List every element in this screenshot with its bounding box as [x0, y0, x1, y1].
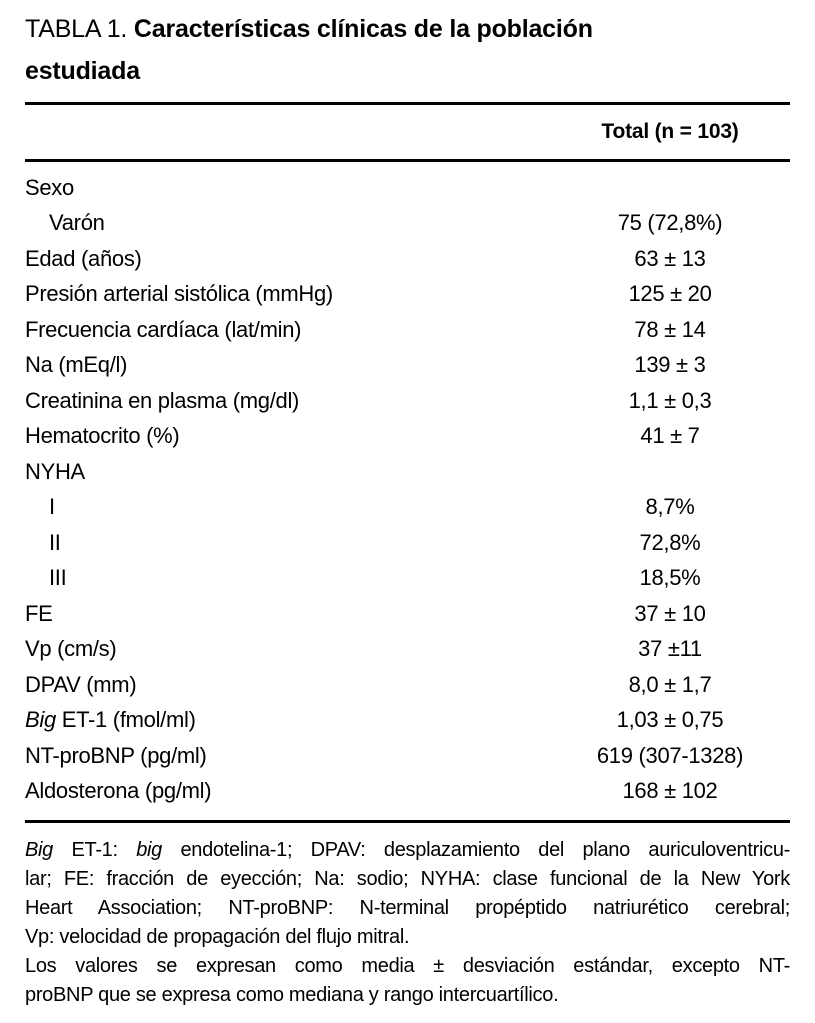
footnote-line: lar; FE: fracción de eyección; Na: sodio…	[25, 865, 790, 894]
row-value: 1,03 ± 0,75	[616, 707, 724, 733]
table-row: FE 37 ± 10	[25, 596, 790, 632]
table-header-row: Total (n = 103)	[25, 102, 790, 162]
table-row: Aldosterona (pg/ml) 168 ± 102	[25, 774, 790, 810]
row-label: Vp (cm/s)	[25, 636, 550, 662]
table-row: Sexo	[25, 170, 790, 206]
row-label: DPAV (mm)	[25, 672, 550, 698]
table-row: I 8,7%	[25, 490, 790, 526]
text-segment: Na (mEq/l)	[25, 352, 128, 378]
footnote-line: Big ET-1: big endotelina-1; DPAV: despla…	[25, 836, 790, 865]
table-row: Big ET-1 (fmol/ml) 1,03 ± 0,75	[25, 703, 790, 739]
table-row: Creatinina en plasma (mg/dl) 1,1 ± 0,3	[25, 383, 790, 419]
text-segment: II	[49, 529, 61, 555]
italic-text-segment: big	[136, 839, 163, 861]
row-label: II	[25, 530, 550, 556]
table-number: TABLA 1.	[25, 15, 134, 43]
row-label: Na (mEq/l)	[25, 352, 550, 378]
text-segment: Edad (años)	[25, 245, 142, 271]
table-row: Frecuencia cardíaca (lat/min) 78 ± 14	[25, 312, 790, 348]
table-row: DPAV (mm) 8,0 ± 1,7	[25, 667, 790, 703]
table-row: Varón 75 (72,8%)	[25, 206, 790, 242]
row-value: 619 (307-1328)	[596, 742, 744, 768]
text-segment: Los valores se expresan como media ± des…	[25, 955, 790, 977]
table-row: Hematocrito (%) 41 ± 7	[25, 419, 790, 455]
row-value: 8,7%	[645, 494, 695, 520]
table-row: II 72,8%	[25, 525, 790, 561]
row-label: I	[25, 494, 550, 520]
footnote-line: proBNP que se expresa como mediana y ran…	[25, 981, 790, 1010]
row-value: 139 ± 3	[634, 352, 706, 378]
row-value: 78 ± 14	[634, 316, 706, 342]
table-row: Na (mEq/l) 139 ± 3	[25, 348, 790, 384]
row-label: Sexo	[25, 175, 550, 201]
text-segment: Varón	[49, 210, 105, 236]
italic-text-segment: Big	[25, 707, 56, 733]
footnote-line: Los valores se expresan como media ± des…	[25, 952, 790, 981]
row-value: 8,0 ± 1,7	[628, 671, 712, 697]
row-value: 63 ± 13	[634, 245, 706, 271]
text-segment: proBNP que se expresa como mediana y ran…	[25, 984, 559, 1006]
table-row: NT-proBNP (pg/ml) 619 (307-1328)	[25, 738, 790, 774]
table-row: III 18,5%	[25, 561, 790, 597]
footnote-line: Heart Association; NT-proBNP: N-terminal…	[25, 894, 790, 923]
row-value: 37 ±11	[638, 636, 702, 662]
header-total-column: Total (n = 103)	[601, 120, 739, 143]
table-row: Vp (cm/s) 37 ±11	[25, 632, 790, 668]
table-body: Sexo Varón 75 (72,8%) Edad (años) 63 ± 13 Pre…	[25, 162, 790, 823]
row-value: 75 (72,8%)	[617, 210, 723, 236]
row-label: Hematocrito (%)	[25, 423, 550, 449]
table-title-line2: estudiada	[25, 57, 140, 85]
table-title-line1: Características clínicas de la población	[133, 15, 593, 43]
text-segment: ET-1:	[53, 839, 137, 861]
row-label: Frecuencia cardíaca (lat/min)	[25, 317, 550, 343]
row-label: Presión arterial sistólica (mmHg)	[25, 281, 550, 307]
italic-text-segment: Big	[25, 839, 54, 861]
row-value: 125 ± 20	[628, 281, 712, 307]
row-value: 18,5%	[639, 565, 701, 591]
text-segment: Sexo	[25, 174, 74, 200]
row-label: NYHA	[25, 459, 550, 485]
row-label: III	[25, 565, 550, 591]
text-segment: Heart Association; NT-proBNP: N-terminal…	[25, 897, 790, 919]
table-row: Presión arterial sistólica (mmHg) 125 ± 2…	[25, 277, 790, 313]
row-label: Big ET-1 (fmol/ml)	[25, 707, 550, 733]
text-segment: ET-1 (fmol/ml)	[55, 707, 196, 733]
text-segment: III	[49, 565, 67, 591]
row-label: Aldosterona (pg/ml)	[25, 778, 550, 804]
row-label: Creatinina en plasma (mg/dl)	[25, 388, 550, 414]
text-segment: Creatinina en plasma (mg/dl)	[25, 387, 300, 413]
text-segment: NT-proBNP (pg/ml)	[25, 742, 207, 768]
table-title: TABLA 1. Características clínicas de la …	[25, 8, 790, 92]
text-segment: FE	[25, 600, 53, 626]
text-segment: lar; FE: fracción de eyección; Na: sodio…	[25, 868, 790, 890]
row-value: 1,1 ± 0,3	[628, 387, 712, 413]
row-value: 41 ± 7	[640, 423, 700, 449]
footnote-line: Vp: velocidad de propagación del flujo m…	[25, 923, 790, 952]
row-value: 72,8%	[639, 529, 701, 555]
text-segment: I	[49, 494, 55, 520]
row-value: 37 ± 10	[634, 600, 706, 626]
text-segment: Presión arterial sistólica (mmHg)	[25, 281, 333, 307]
row-label: FE	[25, 601, 550, 627]
table-row: NYHA	[25, 454, 790, 490]
row-label: NT-proBNP (pg/ml)	[25, 743, 550, 769]
text-segment: Frecuencia cardíaca (lat/min)	[25, 316, 302, 342]
row-label: Edad (años)	[25, 246, 550, 272]
row-label: Varón	[25, 210, 550, 236]
text-segment: NYHA	[25, 458, 85, 484]
text-segment: endotelina-1; DPAV: desplazamiento del p…	[162, 839, 790, 861]
text-segment: Vp (cm/s)	[25, 636, 117, 662]
text-segment: Hematocrito (%)	[25, 423, 180, 449]
text-segment: DPAV (mm)	[25, 671, 137, 697]
text-segment: Vp: velocidad de propagación del flujo m…	[25, 926, 410, 948]
row-value: 168 ± 102	[622, 778, 718, 804]
text-segment: Aldosterona (pg/ml)	[25, 778, 212, 804]
table-row: Edad (años) 63 ± 13	[25, 241, 790, 277]
table-footnote: Big ET-1: big endotelina-1; DPAV: despla…	[25, 836, 790, 1010]
